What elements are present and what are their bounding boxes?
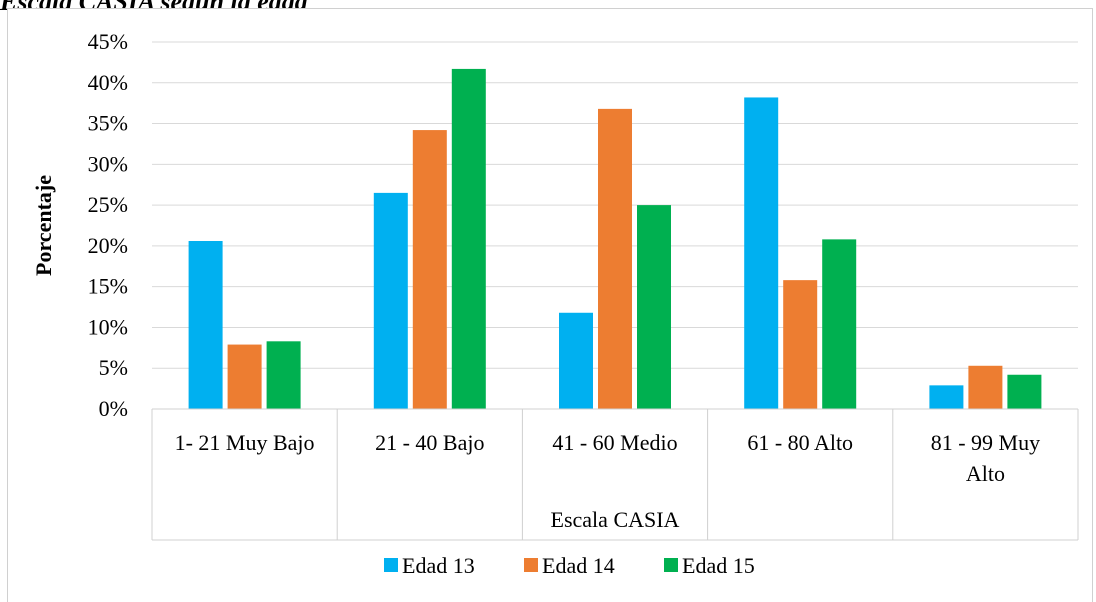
bar (783, 280, 817, 409)
bar (1007, 375, 1041, 409)
legend-swatch (524, 558, 538, 572)
y-tick-label: 40% (88, 70, 128, 95)
y-tick-label: 15% (88, 274, 128, 299)
y-axis-title: Porcentaje (31, 175, 56, 276)
x-tick-label: 21 - 40 Bajo (375, 430, 484, 455)
bar (374, 193, 408, 409)
bar (598, 109, 632, 409)
x-tick-label: 61 - 80 Alto (747, 430, 853, 455)
bar (452, 69, 486, 409)
y-tick-label: 45% (88, 29, 128, 54)
bar (822, 239, 856, 409)
y-tick-label: 20% (88, 233, 128, 258)
legend-swatch (384, 558, 398, 572)
bar (744, 97, 778, 409)
legend-label: Edad 13 (402, 553, 475, 578)
y-tick-label: 5% (99, 355, 128, 380)
bar (929, 385, 963, 409)
x-tick-label: 1- 21 Muy Bajo (175, 430, 315, 455)
bars (189, 69, 1042, 409)
x-axis-title: Escala CASIA (551, 507, 680, 532)
legend: Edad 13 Edad 14 Edad 15 (384, 553, 755, 578)
y-tick-label: 0% (99, 396, 128, 421)
x-tick-label: 41 - 60 Medio (552, 430, 677, 455)
bar (968, 366, 1002, 409)
x-axis-categories: 1- 21 Muy Bajo 21 - 40 Bajo 41 - 60 Medio 6… (175, 430, 1040, 486)
bar (413, 130, 447, 409)
bar (267, 341, 301, 409)
bar (637, 205, 671, 409)
legend-swatch (664, 558, 678, 572)
bar (559, 313, 593, 409)
y-tick-label: 35% (88, 111, 128, 136)
x-tick-label: 81 - 99 Muy Alto (931, 430, 1040, 486)
bar (189, 241, 223, 409)
y-tick-label: 25% (88, 192, 128, 217)
y-tick-label: 10% (88, 314, 128, 339)
y-tick-label: 30% (88, 151, 128, 176)
legend-label: Edad 15 (682, 553, 755, 578)
bar (228, 345, 262, 409)
y-axis-ticks: 0% 5% 10% 15% 20% 25% 30% 35% 40% 45% (88, 29, 128, 421)
legend-label: Edad 14 (542, 553, 615, 578)
